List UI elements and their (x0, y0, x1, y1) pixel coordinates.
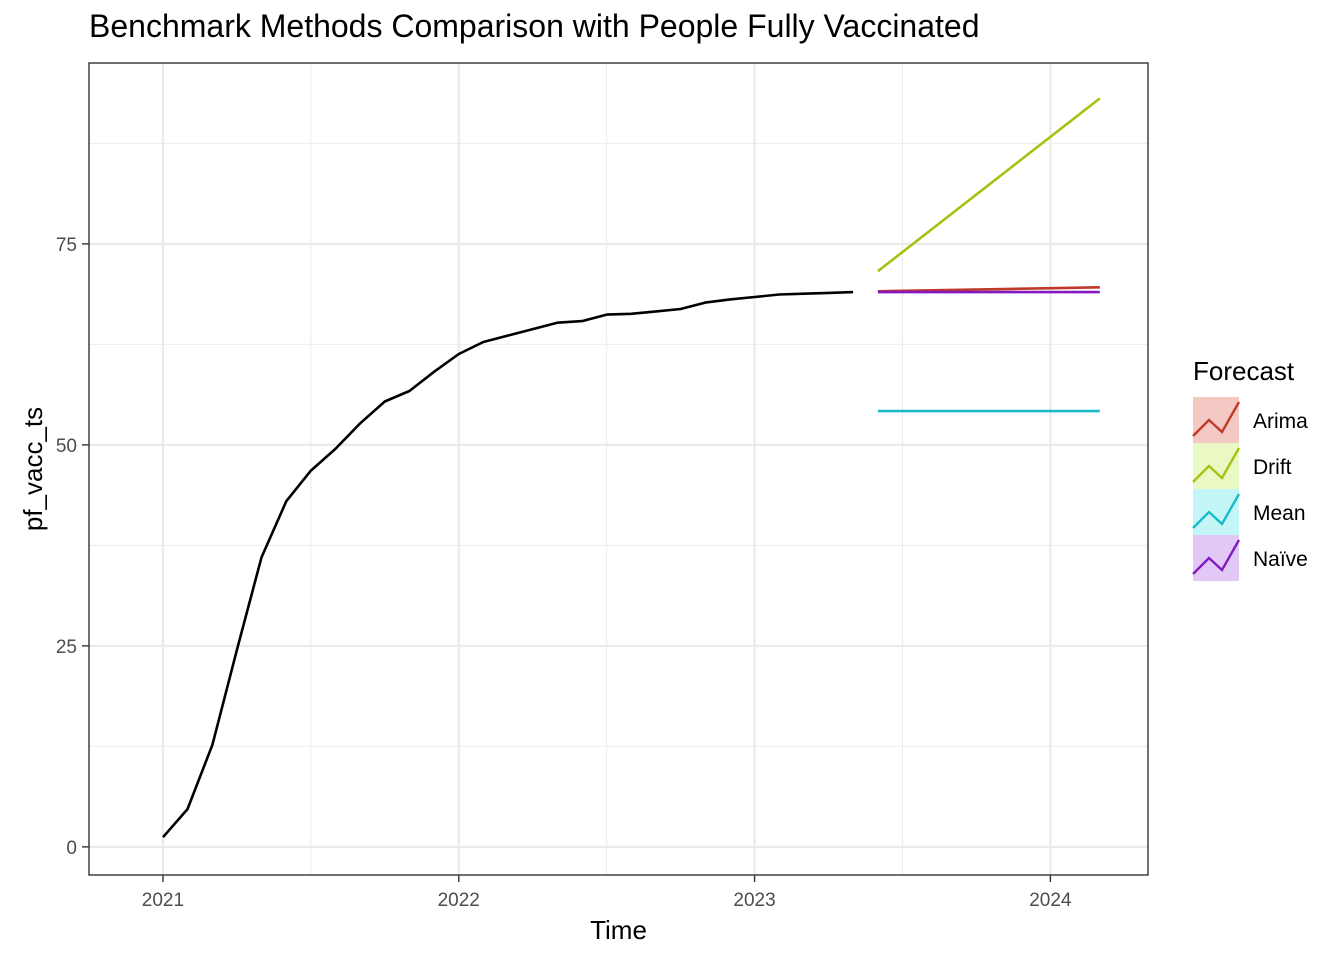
chart-title: Benchmark Methods Comparison with People… (89, 8, 980, 44)
y-tick-label: 50 (56, 436, 77, 457)
legend-title: Forecast (1193, 356, 1295, 386)
x-tick-label: 2023 (733, 890, 775, 911)
legend-key (1193, 535, 1239, 581)
x-axis-title: Time (590, 915, 647, 945)
x-tick-label: 2021 (142, 890, 184, 911)
legend-key-glyph (1192, 447, 1241, 483)
legend-key-glyph (1192, 539, 1241, 575)
axes: 2021 2022 2023 2024 0 25 50 75 (56, 235, 1072, 911)
series-line-pf-vacc-ts (162, 290, 854, 839)
y-tick-label: 25 (56, 637, 77, 658)
legend-key (1193, 443, 1239, 489)
legend-key-glyph (1192, 493, 1241, 529)
y-axis-title: pf_vacc_ts (18, 407, 48, 531)
legend-label: Mean (1253, 502, 1306, 525)
series-line-drift (877, 97, 1101, 273)
legend-label: Arima (1253, 410, 1308, 433)
legend: Forecast Arima Drift Mean Naïve (1192, 356, 1308, 581)
plot-border (88, 62, 1149, 876)
legend-label: Drift (1253, 456, 1292, 479)
y-tick-label: 75 (56, 235, 77, 256)
legend-label: Naïve (1253, 548, 1308, 571)
y-tick-label: 0 (66, 838, 77, 859)
legend-key (1193, 489, 1239, 535)
x-tick-label: 2022 (438, 890, 480, 911)
x-tick-label: 2024 (1029, 890, 1072, 911)
series-line-arima (877, 286, 1100, 293)
series-layer (162, 97, 1101, 839)
legend-key (1193, 397, 1239, 443)
legend-key-glyph (1192, 401, 1241, 437)
